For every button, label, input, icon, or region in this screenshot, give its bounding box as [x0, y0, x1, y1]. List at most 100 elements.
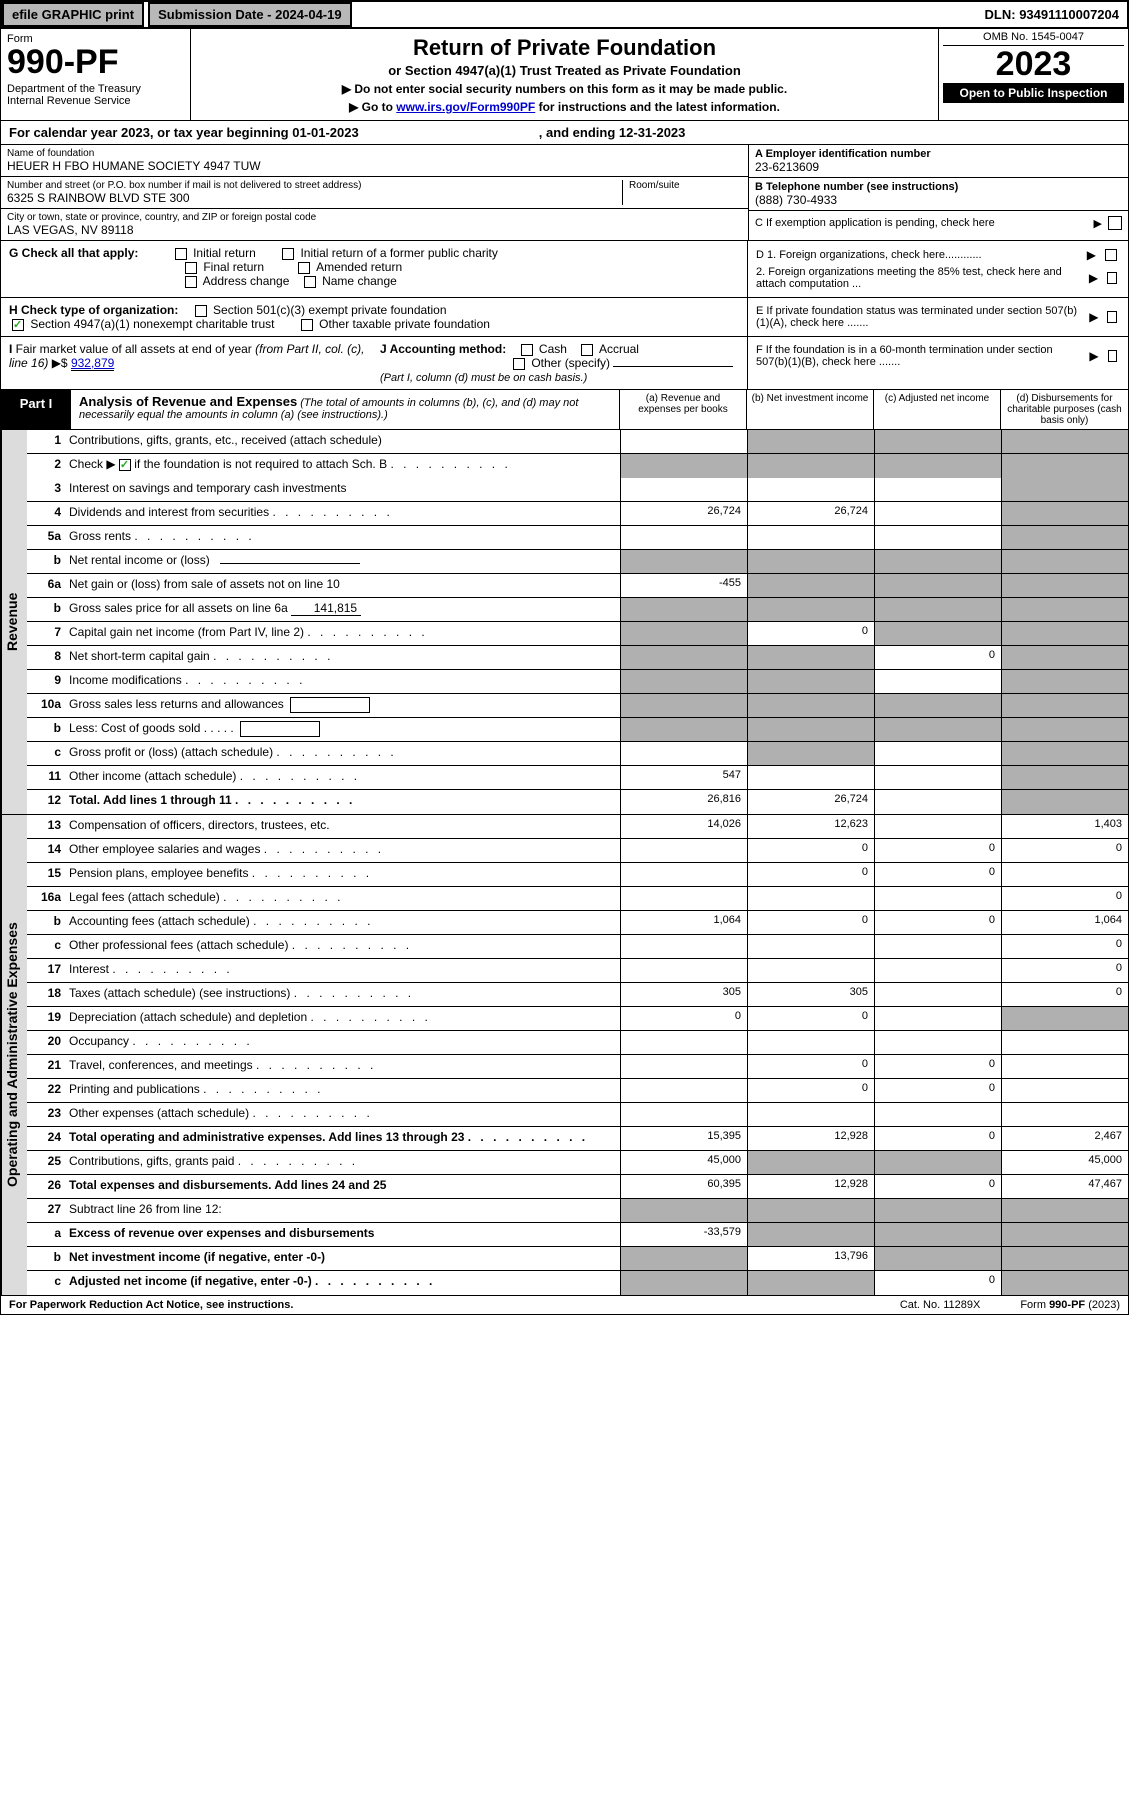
row-2: Check ▶ if the foundation is not require… — [65, 454, 620, 478]
d1-label: D 1. Foreign organizations, check here..… — [756, 249, 982, 261]
expenses-side-label: Operating and Administrative Expenses — [1, 815, 27, 1295]
g-amended: Amended return — [316, 260, 402, 274]
g-initial-cb[interactable] — [175, 248, 187, 260]
h-c3: Section 501(c)(3) exempt private foundat… — [213, 303, 446, 317]
row-20: Occupancy — [65, 1031, 620, 1054]
h-label: H Check type of organization: — [9, 303, 178, 317]
form-ref: Form 990-PF (2023) — [1020, 1299, 1120, 1311]
g-address: Address change — [203, 274, 290, 288]
h-other-cb[interactable] — [301, 319, 313, 331]
row-16a: Legal fees (attach schedule) — [65, 887, 620, 910]
addr-label: Number and street (or P.O. box number if… — [7, 180, 622, 191]
info-grid: Name of foundation HEUER H FBO HUMANE SO… — [0, 145, 1129, 241]
j-cash-cb[interactable] — [521, 344, 533, 356]
row-6b: Gross sales price for all assets on line… — [65, 598, 620, 621]
d1-checkbox[interactable] — [1105, 249, 1117, 261]
d2-label: 2. Foreign organizations meeting the 85%… — [756, 266, 1083, 290]
revenue-side-label: Revenue — [1, 430, 27, 814]
g-final: Final return — [203, 260, 264, 274]
form-title: Return of Private Foundation — [201, 35, 928, 61]
col-c-head: (c) Adjusted net income — [874, 390, 1001, 429]
h-trust: Section 4947(a)(1) nonexempt charitable … — [30, 317, 274, 331]
ein-value: 23-6213609 — [755, 160, 1122, 174]
city-label: City or town, state or province, country… — [7, 212, 742, 223]
row-9: Income modifications — [65, 670, 620, 693]
row-10c: Gross profit or (loss) (attach schedule) — [65, 742, 620, 765]
g-amended-cb[interactable] — [298, 262, 310, 274]
j-accrual-cb[interactable] — [581, 344, 593, 356]
row-6a: Net gain or (loss) from sale of assets n… — [65, 574, 620, 597]
row-21: Travel, conferences, and meetings — [65, 1055, 620, 1078]
row-26: Total expenses and disbursements. Add li… — [65, 1175, 620, 1198]
d2-checkbox[interactable] — [1107, 272, 1117, 284]
h-trust-cb[interactable] — [12, 319, 24, 331]
note-link: ▶ Go to www.irs.gov/Form990PF for instru… — [201, 100, 928, 114]
form-number: 990-PF — [7, 45, 184, 79]
row-22: Printing and publications — [65, 1079, 620, 1102]
g-name: Name change — [322, 274, 397, 288]
row-27: Subtract line 26 from line 12: — [65, 1199, 620, 1222]
topbar: efile GRAPHIC print Submission Date - 20… — [0, 0, 1129, 29]
row-12: Total. Add lines 1 through 11 — [65, 790, 620, 814]
form-subtitle: or Section 4947(a)(1) Trust Treated as P… — [201, 63, 928, 78]
row-15: Pension plans, employee benefits — [65, 863, 620, 886]
calendar-year-row: For calendar year 2023, or tax year begi… — [0, 121, 1129, 145]
j-accrual: Accrual — [599, 342, 639, 356]
phone-value: (888) 730-4933 — [755, 193, 1122, 207]
row-5a: Gross rents — [65, 526, 620, 549]
row-10b: Less: Cost of goods sold . . . . . — [65, 718, 620, 741]
row-7: Capital gain net income (from Part IV, l… — [65, 622, 620, 645]
g-name-cb[interactable] — [304, 276, 316, 288]
arrow-icon: ▶ — [1089, 310, 1098, 324]
j-other-cb[interactable] — [513, 358, 525, 370]
calendar-text: For calendar year 2023, or tax year begi… — [9, 125, 359, 140]
row-18: Taxes (attach schedule) (see instruction… — [65, 983, 620, 1006]
e-checkbox[interactable] — [1107, 311, 1117, 323]
h-other: Other taxable private foundation — [319, 317, 490, 331]
f-label: F If the foundation is in a 60-month ter… — [756, 344, 1083, 368]
efile-button[interactable]: efile GRAPHIC print — [2, 2, 144, 27]
e-label: E If private foundation status was termi… — [756, 305, 1083, 329]
g-label: G Check all that apply: — [9, 246, 138, 260]
j-cash: Cash — [539, 342, 567, 356]
g-address-cb[interactable] — [185, 276, 197, 288]
schb-checkbox[interactable] — [119, 459, 131, 471]
revenue-table: Revenue 1Contributions, gifts, grants, e… — [0, 430, 1129, 815]
arrow-icon: ▶ — [1094, 217, 1102, 230]
g-final-cb[interactable] — [185, 262, 197, 274]
row-27c: Adjusted net income (if negative, enter … — [65, 1271, 620, 1295]
row-25: Contributions, gifts, grants paid — [65, 1151, 620, 1174]
part1-title: Analysis of Revenue and Expenses — [79, 394, 297, 409]
row-4: Dividends and interest from securities — [65, 502, 620, 525]
foundation-name: HEUER H FBO HUMANE SOCIETY 4947 TUW — [7, 159, 742, 173]
part1-header: Part I Analysis of Revenue and Expenses … — [0, 390, 1129, 430]
part1-label: Part I — [1, 390, 71, 429]
i-label: I Fair market value of all assets at end… — [9, 342, 364, 370]
row-16c: Other professional fees (attach schedule… — [65, 935, 620, 958]
arrow-icon: ▶ — [1089, 349, 1098, 363]
j-label: J Accounting method: — [380, 342, 506, 356]
i-value[interactable]: 932,879 — [71, 356, 114, 371]
phone-label: B Telephone number (see instructions) — [755, 181, 1122, 193]
checks-block: G Check all that apply: Initial return I… — [0, 241, 1129, 390]
paperwork-notice: For Paperwork Reduction Act Notice, see … — [9, 1299, 293, 1311]
note-ssn: ▶ Do not enter social security numbers o… — [201, 82, 928, 96]
form990pf-link[interactable]: www.irs.gov/Form990PF — [396, 100, 535, 114]
city-state-zip: LAS VEGAS, NV 89118 — [7, 223, 742, 237]
submission-date: Submission Date - 2024-04-19 — [148, 2, 352, 27]
col-a-head: (a) Revenue and expenses per books — [620, 390, 747, 429]
footer: For Paperwork Reduction Act Notice, see … — [0, 1296, 1129, 1315]
g-initial-former-cb[interactable] — [282, 248, 294, 260]
row-23: Other expenses (attach schedule) — [65, 1103, 620, 1126]
row-11: Other income (attach schedule) — [65, 766, 620, 789]
col-d-head: (d) Disbursements for charitable purpose… — [1001, 390, 1128, 429]
row-27a: Excess of revenue over expenses and disb… — [65, 1223, 620, 1246]
c-checkbox[interactable] — [1108, 216, 1122, 230]
street-address: 6325 S RAINBOW BLVD STE 300 — [7, 191, 622, 205]
row-3: Interest on savings and temporary cash i… — [65, 478, 620, 501]
h-c3-cb[interactable] — [195, 305, 207, 317]
tax-year: 2023 — [943, 46, 1124, 83]
j-other: Other (specify) — [531, 356, 610, 370]
f-checkbox[interactable] — [1108, 350, 1117, 362]
g-initial: Initial return — [193, 246, 256, 260]
